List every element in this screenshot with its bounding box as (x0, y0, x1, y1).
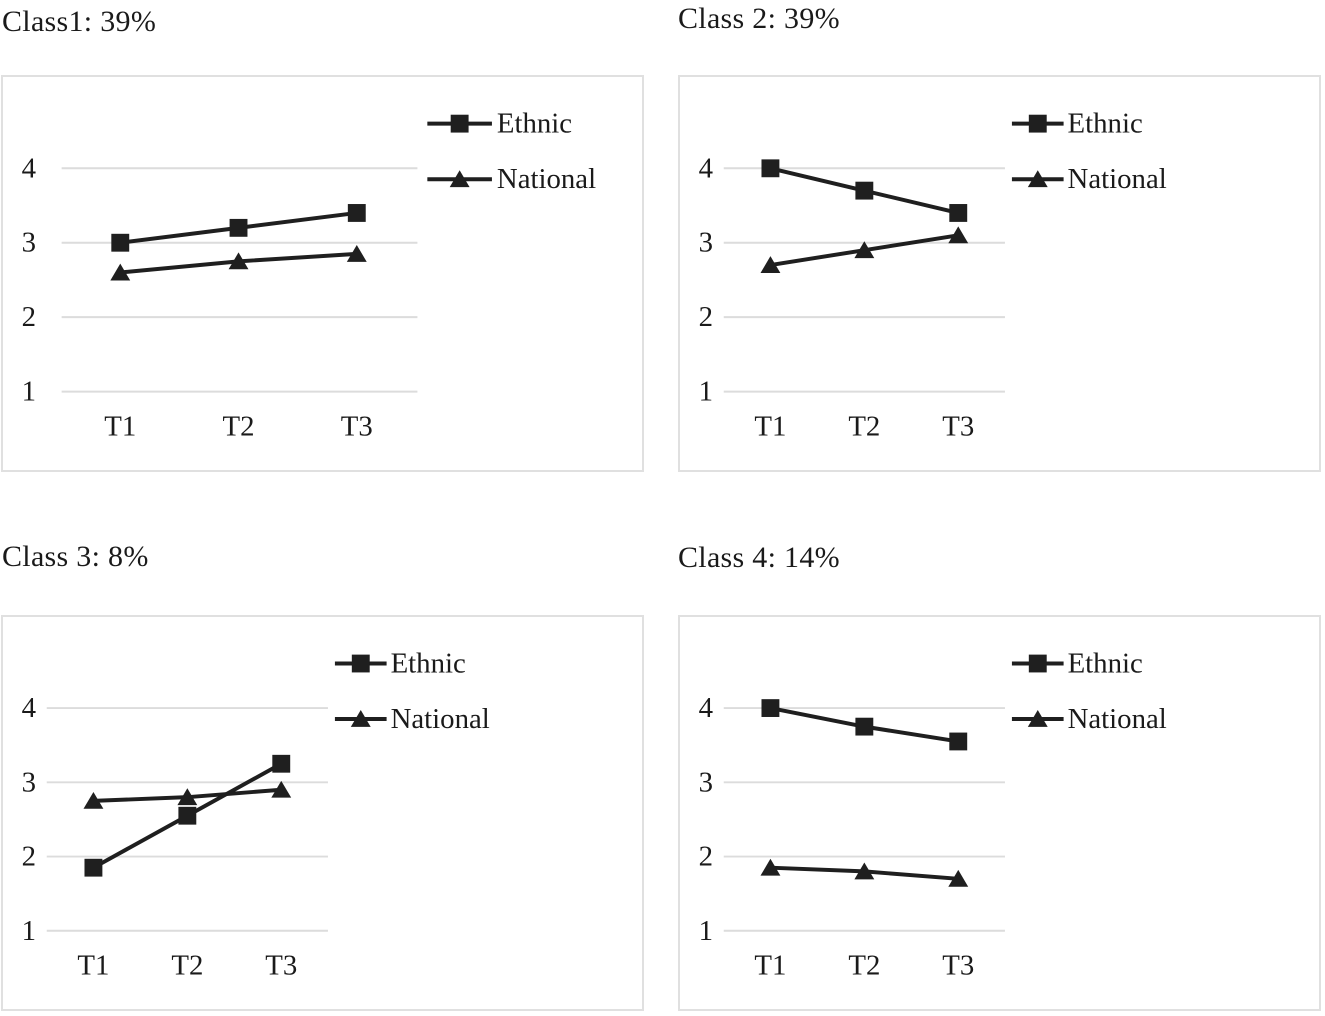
legend-label-national: National (391, 703, 490, 735)
data-marker-square-ethnic (272, 754, 291, 773)
x-category-label: T1 (104, 410, 136, 442)
data-marker-square-ethnic (84, 858, 103, 877)
x-category-label: T1 (754, 410, 786, 442)
legend-label-national: National (1068, 703, 1167, 735)
legend-label-national: National (497, 163, 596, 195)
y-tick-label: 1 (22, 376, 36, 408)
chart-title-class1: Class1: 39% (2, 5, 157, 38)
y-tick-label: 1 (22, 915, 36, 947)
data-marker-triangle-national (760, 858, 781, 876)
x-category-label: T3 (942, 410, 974, 442)
x-category-label: T2 (223, 410, 255, 442)
legend-triangle-marker-icon (1027, 710, 1048, 727)
data-marker-triangle-national (948, 226, 969, 244)
legend-triangle-marker-icon (1027, 170, 1048, 188)
x-category-label: T3 (265, 949, 297, 981)
x-category-label: T3 (341, 410, 373, 442)
legend-label-ethnic: Ethnic (1068, 648, 1143, 680)
data-marker-square-ethnic (761, 699, 780, 717)
y-tick-label: 3 (699, 227, 713, 259)
data-marker-triangle-national (854, 862, 875, 880)
data-marker-triangle-national (854, 241, 875, 259)
y-tick-label: 4 (22, 152, 36, 184)
x-category-label: T3 (942, 949, 974, 981)
legend-label-ethnic: Ethnic (497, 108, 572, 140)
legend-square-marker-icon (450, 114, 469, 133)
data-marker-triangle-national (177, 788, 198, 806)
y-tick-label: 2 (22, 841, 36, 873)
line-chart-class2: 4 3 2 1 T1 T2 T3 Ethnic National (699, 108, 1167, 443)
data-marker-square-ethnic (949, 732, 968, 751)
y-tick-label: 2 (22, 301, 36, 333)
data-marker-square-ethnic (229, 218, 248, 237)
y-tick-label: 4 (699, 692, 713, 724)
chart-title-class4: Class 4: 14% (678, 541, 840, 574)
x-category-label: T1 (77, 949, 109, 981)
chart-title-class3: Class 3: 8% (2, 540, 149, 573)
data-marker-square-ethnic (761, 159, 780, 178)
legend-square-marker-icon (1028, 654, 1047, 673)
data-marker-square-ethnic (855, 181, 874, 200)
y-tick-label: 3 (699, 766, 713, 798)
y-tick-label: 1 (699, 376, 713, 408)
chart-panel-class1: 4 3 2 1 T1 T2 T3 Ethnic National (1, 75, 644, 472)
y-tick-label: 4 (22, 692, 36, 724)
data-marker-triangle-national (271, 780, 292, 798)
x-category-label: T1 (754, 949, 786, 981)
chart-panel-class3: 4 3 2 1 T1 T2 T3 Ethnic National (1, 615, 644, 1011)
data-marker-triangle-national (948, 869, 969, 887)
y-tick-label: 1 (699, 915, 713, 947)
legend-square-marker-icon (351, 654, 370, 673)
x-category-label: T2 (848, 949, 880, 981)
legend-square-marker-icon (1028, 114, 1047, 133)
chart-panel-class4: 4 3 2 1 T1 T2 T3 Ethnic National (678, 615, 1321, 1011)
data-marker-triangle-national (83, 791, 104, 809)
y-tick-label: 2 (699, 841, 713, 873)
chart-title-class2: Class 2: 39% (678, 2, 840, 35)
data-marker-square-ethnic (855, 717, 874, 736)
data-marker-triangle-national (346, 244, 367, 262)
x-category-label: T2 (848, 410, 880, 442)
legend-label-ethnic: Ethnic (391, 648, 466, 680)
y-tick-label: 2 (699, 301, 713, 333)
data-marker-square-ethnic (111, 233, 130, 252)
chart-panel-class2: 4 3 2 1 T1 T2 T3 Ethnic National (678, 75, 1321, 472)
line-chart-class1: 4 3 2 1 T1 T2 T3 Ethnic National (22, 108, 596, 443)
data-marker-square-ethnic (178, 806, 197, 825)
y-tick-label: 3 (22, 766, 36, 798)
data-marker-triangle-national (760, 256, 781, 274)
legend-triangle-marker-icon (449, 170, 470, 188)
y-tick-label: 3 (22, 227, 36, 259)
legend-label-national: National (1068, 163, 1167, 195)
data-marker-square-ethnic (949, 204, 968, 222)
legend-triangle-marker-icon (350, 710, 371, 727)
x-category-label: T2 (171, 949, 203, 981)
data-marker-square-ethnic (347, 204, 366, 222)
y-tick-label: 4 (699, 152, 713, 184)
legend-label-ethnic: Ethnic (1068, 108, 1143, 140)
data-marker-triangle-national (110, 263, 131, 281)
line-chart-class3: 4 3 2 1 T1 T2 T3 Ethnic National (22, 648, 490, 982)
line-chart-class4: 4 3 2 1 T1 T2 T3 Ethnic National (699, 648, 1167, 982)
data-marker-triangle-national (228, 252, 249, 270)
